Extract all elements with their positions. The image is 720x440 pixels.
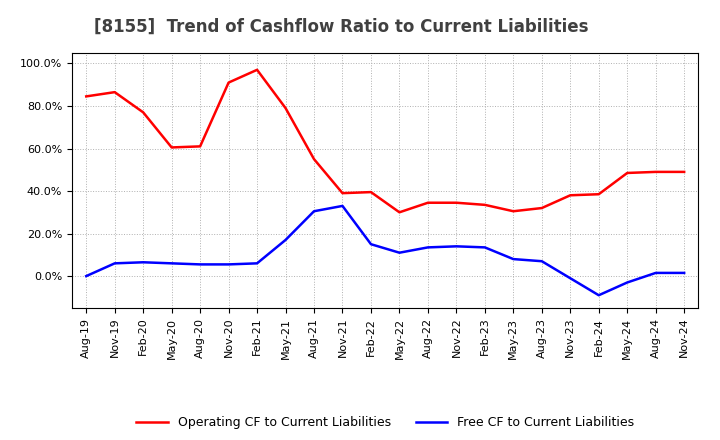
Free CF to Current Liabilities [652, 270, 660, 275]
Free CF to Current Liabilities [566, 275, 575, 281]
Free CF to Current Liabilities [82, 273, 91, 279]
Free CF to Current Liabilities [680, 270, 688, 275]
Operating CF to Current Liabilities [652, 169, 660, 175]
Operating CF to Current Liabilities [310, 157, 318, 162]
Free CF to Current Liabilities [167, 260, 176, 266]
Free CF to Current Liabilities [253, 260, 261, 266]
Free CF to Current Liabilities [225, 262, 233, 267]
Free CF to Current Liabilities [282, 237, 290, 242]
Free CF to Current Liabilities [110, 260, 119, 266]
Operating CF to Current Liabilities [282, 106, 290, 111]
Text: [8155]  Trend of Cashflow Ratio to Current Liabilities: [8155] Trend of Cashflow Ratio to Curren… [94, 18, 588, 36]
Operating CF to Current Liabilities [680, 169, 688, 175]
Free CF to Current Liabilities [139, 260, 148, 265]
Operating CF to Current Liabilities [537, 205, 546, 211]
Free CF to Current Liabilities [196, 262, 204, 267]
Operating CF to Current Liabilities [366, 190, 375, 195]
Legend: Operating CF to Current Liabilities, Free CF to Current Liabilities: Operating CF to Current Liabilities, Fre… [131, 411, 639, 434]
Operating CF to Current Liabilities [623, 170, 631, 176]
Free CF to Current Liabilities [623, 280, 631, 285]
Operating CF to Current Liabilities [196, 144, 204, 149]
Operating CF to Current Liabilities [452, 200, 461, 205]
Operating CF to Current Liabilities [395, 210, 404, 215]
Operating CF to Current Liabilities [82, 94, 91, 99]
Line: Free CF to Current Liabilities: Free CF to Current Liabilities [86, 206, 684, 295]
Operating CF to Current Liabilities [139, 110, 148, 115]
Free CF to Current Liabilities [480, 245, 489, 250]
Operating CF to Current Liabilities [338, 191, 347, 196]
Operating CF to Current Liabilities [423, 200, 432, 205]
Free CF to Current Liabilities [452, 244, 461, 249]
Free CF to Current Liabilities [338, 203, 347, 209]
Free CF to Current Liabilities [395, 250, 404, 255]
Free CF to Current Liabilities [310, 209, 318, 214]
Operating CF to Current Liabilities [595, 191, 603, 197]
Operating CF to Current Liabilities [110, 89, 119, 95]
Free CF to Current Liabilities [366, 242, 375, 247]
Free CF to Current Liabilities [423, 245, 432, 250]
Free CF to Current Liabilities [595, 293, 603, 298]
Operating CF to Current Liabilities [167, 145, 176, 150]
Operating CF to Current Liabilities [480, 202, 489, 208]
Operating CF to Current Liabilities [225, 80, 233, 85]
Operating CF to Current Liabilities [509, 209, 518, 214]
Operating CF to Current Liabilities [566, 193, 575, 198]
Free CF to Current Liabilities [537, 259, 546, 264]
Free CF to Current Liabilities [509, 257, 518, 262]
Operating CF to Current Liabilities [253, 67, 261, 73]
Line: Operating CF to Current Liabilities: Operating CF to Current Liabilities [86, 70, 684, 213]
